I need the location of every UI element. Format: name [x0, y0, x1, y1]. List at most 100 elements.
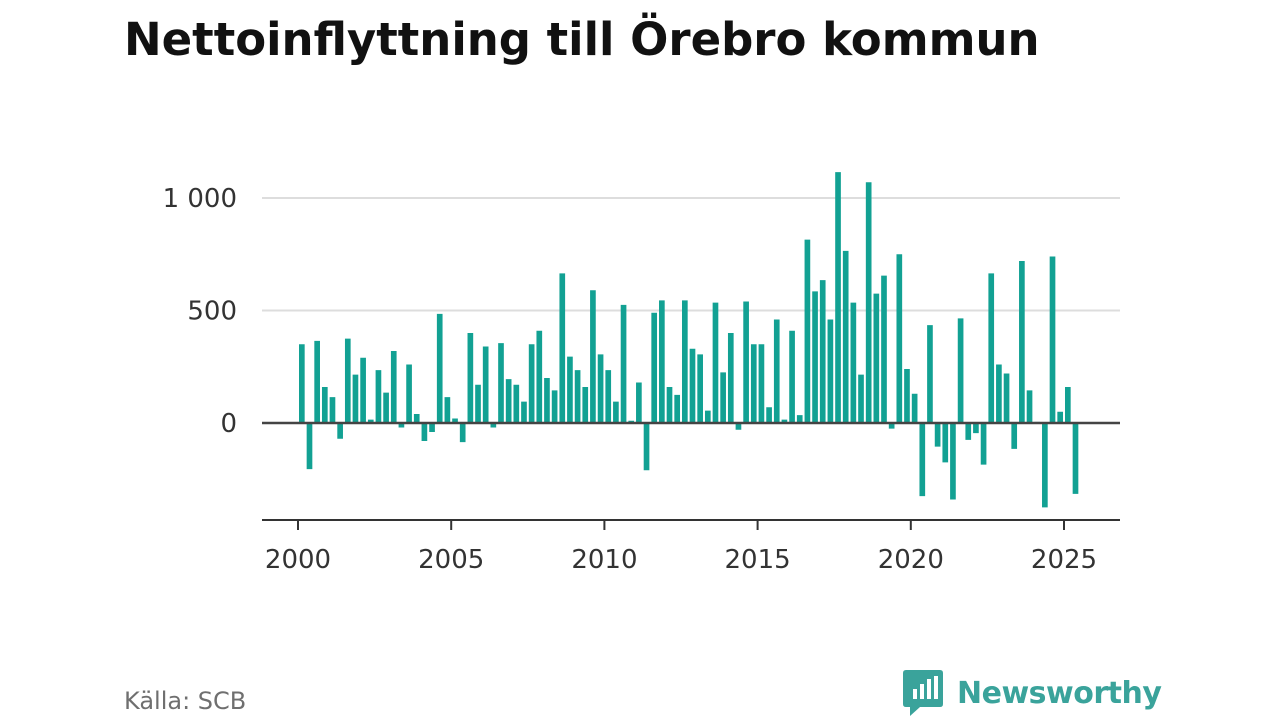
bar — [651, 312, 658, 423]
bar — [773, 319, 780, 423]
bar — [927, 325, 933, 424]
bar — [973, 423, 979, 434]
bar — [521, 401, 527, 424]
bar — [1011, 423, 1018, 449]
bar — [306, 423, 313, 470]
bar — [1065, 387, 1071, 423]
bar — [620, 304, 627, 424]
axes — [262, 421, 1120, 530]
bar — [475, 384, 481, 423]
bar — [704, 410, 711, 424]
x-tick-label: 2010 — [571, 545, 637, 575]
y-tick-label: 500 — [187, 297, 237, 327]
bar — [498, 343, 504, 424]
bar — [858, 374, 864, 424]
bar — [804, 239, 811, 424]
bar — [819, 280, 826, 424]
x-tick-label: 2000 — [265, 545, 331, 575]
bar — [934, 423, 941, 447]
gridlines — [262, 197, 1120, 312]
bar — [781, 419, 788, 424]
bar — [1019, 261, 1025, 423]
x-tick-label: 2005 — [418, 545, 484, 575]
bar — [758, 344, 765, 423]
bar — [980, 423, 987, 465]
bar — [873, 293, 880, 424]
bar — [957, 318, 964, 424]
bar — [329, 397, 336, 424]
bar — [482, 346, 489, 423]
bar — [398, 423, 405, 428]
tick-labels: 0 500 1 000 2000 2005 2010 2015 2020 2025 — [163, 184, 1098, 575]
bar — [360, 357, 366, 423]
brand-logo: Newsworthy — [903, 670, 1162, 716]
bar — [1072, 423, 1079, 494]
bar — [344, 338, 351, 424]
bar — [490, 423, 497, 428]
newsworthy-logo-icon — [903, 670, 943, 716]
bar — [888, 423, 895, 429]
bar — [406, 364, 412, 423]
bar — [383, 392, 389, 424]
bar — [314, 340, 320, 424]
bar — [337, 423, 343, 439]
bar — [321, 387, 328, 423]
bar — [689, 348, 696, 423]
bar — [988, 273, 995, 424]
bar — [850, 302, 857, 424]
bar — [299, 344, 305, 423]
chart-title: Nettoinflyttning till Örebro kommun — [124, 13, 1040, 66]
x-tick-label: 2015 — [725, 545, 791, 575]
bar — [942, 423, 949, 463]
bar — [528, 344, 535, 423]
bar — [559, 273, 566, 424]
bar — [643, 423, 650, 471]
bar — [613, 401, 619, 424]
bar — [965, 423, 972, 440]
bar — [375, 370, 382, 424]
bar — [842, 250, 849, 424]
bar — [1026, 390, 1033, 424]
bar — [582, 387, 589, 423]
bar — [735, 423, 742, 430]
bar — [881, 275, 887, 424]
bar — [467, 333, 474, 423]
bar — [674, 394, 681, 424]
bar — [666, 387, 673, 423]
bar — [444, 397, 451, 424]
bar — [590, 290, 596, 423]
bar — [827, 319, 834, 423]
y-tick-label: 0 — [220, 409, 237, 439]
bar — [413, 414, 420, 423]
bar — [835, 172, 841, 424]
bar — [452, 418, 458, 423]
bar — [919, 423, 926, 497]
bar — [812, 291, 818, 424]
bar — [505, 379, 512, 424]
bar — [750, 344, 757, 423]
bar — [659, 300, 665, 424]
bar — [352, 374, 359, 424]
x-tick-label: 2020 — [878, 545, 944, 575]
bar — [1003, 373, 1010, 423]
bar — [720, 372, 726, 424]
bar — [567, 356, 573, 424]
bar — [551, 390, 558, 424]
bar — [896, 254, 903, 423]
bar — [682, 300, 688, 424]
bar — [789, 330, 795, 423]
source-note: Källa: SCB — [124, 687, 247, 715]
bar — [574, 370, 581, 424]
bar — [605, 370, 612, 424]
bar — [429, 423, 435, 432]
bars — [299, 172, 1079, 508]
bar — [1049, 256, 1056, 423]
bar — [636, 382, 642, 423]
bar — [796, 415, 803, 424]
bar — [421, 423, 428, 441]
bar — [996, 364, 1002, 423]
bar — [513, 384, 520, 423]
bar — [911, 393, 918, 423]
y-tick-label: 1 000 — [163, 184, 237, 214]
